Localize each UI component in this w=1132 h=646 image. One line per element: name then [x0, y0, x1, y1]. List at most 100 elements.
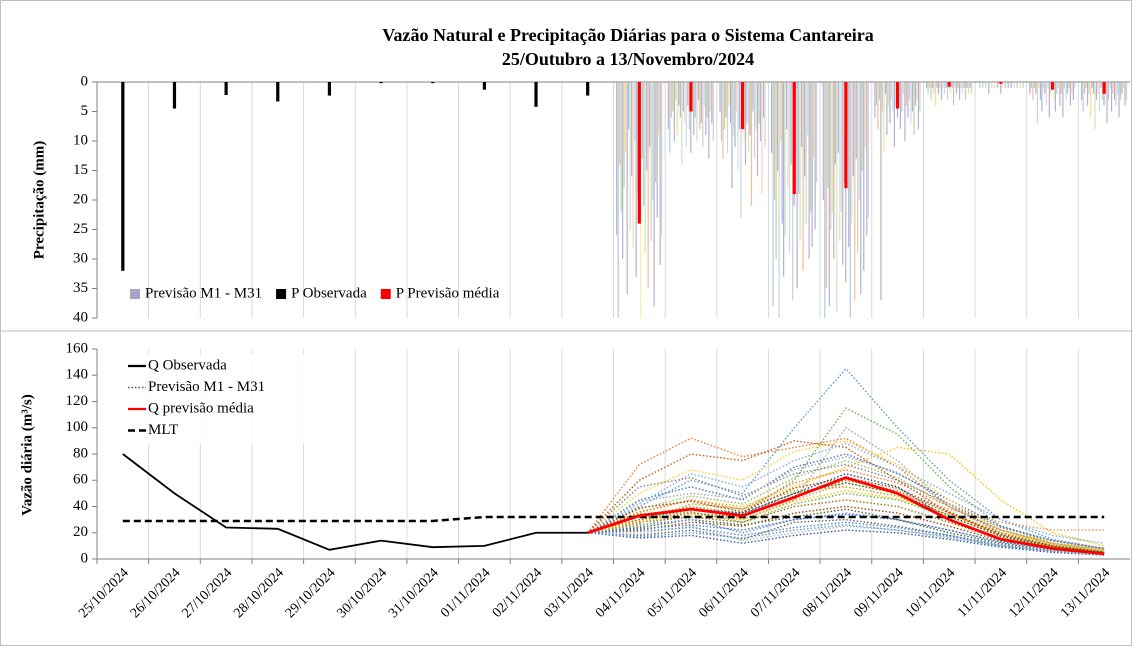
y-tick-label: 60 — [73, 472, 88, 488]
ensemble-bar — [626, 82, 628, 295]
bar — [121, 82, 125, 271]
ensemble-bar — [830, 82, 832, 230]
ensemble-bar — [1019, 82, 1021, 88]
bar — [1102, 82, 1106, 94]
series-line — [122, 515, 1105, 523]
ensemble-bar — [629, 82, 631, 230]
series-line — [587, 476, 1105, 556]
ensemble-bar — [756, 82, 759, 177]
ensemble-bar — [804, 82, 806, 177]
ensemble-bar — [1048, 82, 1050, 118]
ensemble-bar — [863, 82, 865, 271]
ensemble-bar — [1095, 82, 1098, 100]
ensemble-bar — [816, 82, 818, 183]
ensemble-bar — [1042, 82, 1044, 88]
ensemble-bar — [762, 82, 765, 118]
ensemble-bar — [914, 82, 917, 106]
y-axis-label: Precipitação (mm) — [31, 141, 47, 259]
ensemble-bar — [1062, 82, 1064, 118]
ensemble-bar — [963, 82, 965, 88]
ensemble-bar — [774, 82, 776, 200]
ensemble-bar — [1071, 82, 1073, 94]
ensemble-bar — [696, 82, 698, 141]
ensemble-bar — [789, 82, 791, 254]
legend-label: P Observada — [291, 285, 367, 301]
ensemble-bar — [854, 82, 856, 301]
ensemble-bar — [650, 82, 652, 242]
ensemble-bar — [1053, 82, 1055, 100]
ensemble-bar — [1066, 82, 1068, 94]
ensemble-bar — [632, 82, 634, 248]
ensemble-bar — [737, 82, 739, 171]
ensemble-bar — [720, 82, 723, 141]
ensemble-line — [587, 455, 1105, 552]
ensemble-bar — [1119, 82, 1122, 100]
ensemble-bar — [927, 82, 929, 94]
legend-label: P Previsão média — [396, 285, 500, 301]
chart-subtitle: 25/Outubro a 13/Novembro/2024 — [502, 49, 754, 69]
ensemble-bar — [936, 82, 938, 88]
ensemble-bar — [933, 82, 935, 94]
ensemble-bar — [937, 82, 940, 94]
ensemble-line — [587, 486, 1105, 554]
ensemble-line — [587, 529, 1105, 556]
ensemble-bar — [682, 82, 684, 112]
ensemble-bar — [945, 82, 947, 88]
ensemble-bar — [1035, 82, 1037, 94]
ensemble-bar — [802, 82, 804, 271]
ensemble-bar — [824, 82, 826, 318]
bar — [172, 82, 177, 109]
ensemble-bar — [905, 82, 908, 106]
ensemble-bar — [881, 82, 884, 112]
ensemble-bar — [849, 82, 851, 318]
ensemble-bar — [902, 82, 905, 94]
ensemble-bar — [1059, 82, 1061, 106]
ensemble-bar — [759, 82, 762, 141]
ensemble-bar — [755, 82, 757, 130]
ensemble-bar — [1113, 82, 1116, 100]
ensemble-bar — [1065, 82, 1067, 100]
ensemble-bar — [899, 82, 902, 130]
ensemble-bar — [631, 82, 633, 177]
ensemble-bar — [1088, 82, 1090, 94]
ensemble-bar — [982, 82, 984, 88]
bar — [895, 82, 900, 109]
ensemble-bar — [723, 82, 726, 130]
ensemble-bar — [1106, 82, 1108, 124]
ensemble-bar — [857, 82, 859, 254]
ensemble-bar — [725, 82, 727, 118]
ensemble-bar — [1098, 82, 1101, 112]
legend-label: Q previsão média — [148, 400, 254, 416]
ensemble-line — [587, 521, 1105, 555]
bar — [431, 82, 435, 84]
y-tick-label: 20 — [73, 524, 88, 540]
ensemble-bar — [889, 82, 891, 124]
ensemble-bar — [661, 82, 663, 236]
ensemble-bar — [913, 82, 915, 136]
ensemble-bar — [706, 82, 708, 118]
ensemble-bar — [799, 82, 801, 242]
bar — [224, 82, 228, 95]
ensemble-bar — [675, 82, 677, 100]
ensemble-bar — [705, 82, 707, 136]
ensemble-bar — [861, 82, 863, 171]
ensemble-bar — [1030, 82, 1032, 88]
ensemble-bar — [616, 82, 618, 236]
ensemble-bar — [1029, 82, 1031, 94]
ensemble-bar — [771, 82, 773, 153]
ensemble-bar — [1086, 82, 1089, 106]
ensemble-bar — [693, 82, 695, 136]
ensemble-bar — [919, 82, 921, 112]
ensemble-bar — [877, 82, 879, 130]
ensemble-bar — [949, 82, 952, 94]
ensemble-bar — [1038, 82, 1040, 88]
legend-label: MLT — [148, 422, 178, 438]
ensemble-bar — [673, 82, 675, 141]
ensemble-bar — [775, 82, 777, 259]
ensemble-bar — [694, 82, 696, 118]
ensemble-bar — [842, 82, 844, 265]
ensemble-bar — [798, 82, 800, 195]
ensemble-bar — [1092, 82, 1095, 94]
ensemble-bar — [851, 82, 853, 224]
ensemble-bar — [667, 82, 669, 130]
